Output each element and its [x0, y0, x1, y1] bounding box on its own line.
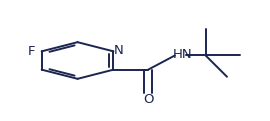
- Text: O: O: [143, 93, 153, 106]
- Text: N: N: [113, 44, 123, 57]
- Text: HN: HN: [173, 48, 192, 61]
- Text: F: F: [28, 45, 35, 58]
